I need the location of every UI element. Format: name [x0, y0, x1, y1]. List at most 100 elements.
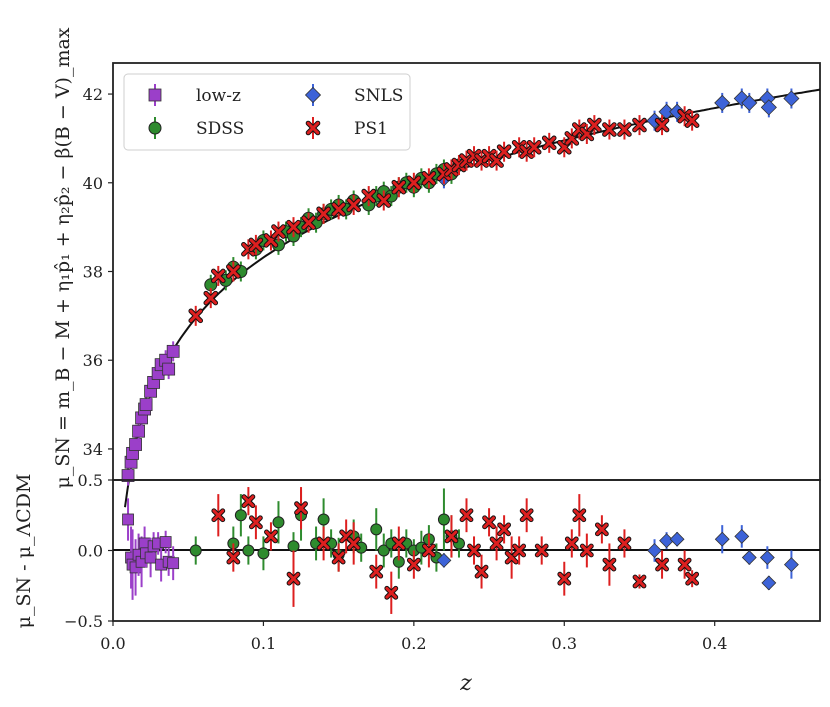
ps1-residual-point-stroke: [656, 558, 668, 571]
low-z-point: [139, 398, 153, 411]
ps1-residual-point: [632, 574, 647, 589]
ps1-point: [271, 224, 286, 239]
ps1-point-stroke: [633, 118, 646, 132]
legend-marker-ps1-stroke: [306, 121, 320, 135]
sdss-residual-point: [377, 544, 390, 557]
ps1-point: [376, 193, 392, 208]
ps1-point-stroke: [249, 238, 263, 252]
ps1-residual-point-stroke: [460, 509, 473, 522]
sdss-residual-point: [257, 547, 270, 560]
legend-marker-sdss: [148, 121, 162, 135]
ps1-residual-point: [489, 536, 504, 551]
ps1-residual-point-stroke: [317, 537, 330, 550]
sdss-residual-point: [370, 523, 383, 536]
legend-entry-snls: SNLS: [304, 84, 403, 106]
ps1-residual-point: [391, 536, 406, 551]
ps1-point-stroke: [603, 123, 616, 136]
low-z-point: [121, 469, 135, 482]
snls-residual-point: [436, 552, 452, 568]
snls-point: [783, 90, 800, 107]
ps1-point: [496, 144, 512, 160]
low-z-point: [129, 438, 142, 451]
legend-marker-ps1: [305, 120, 321, 136]
ps1-residual-point: [594, 522, 609, 537]
xtick-label: 0.3: [552, 634, 577, 653]
ps1-point-stroke: [272, 225, 285, 238]
legend-label: SNLS: [354, 86, 403, 106]
ps1-residual-point-stroke: [422, 544, 435, 557]
ps1-residual-point-stroke: [535, 544, 548, 557]
snls-point: [760, 99, 777, 116]
xtick-label: 0.0: [100, 634, 125, 653]
ps1-residual-point-stroke: [686, 572, 699, 585]
snls-residual-point: [761, 575, 777, 591]
legend-label: low-z: [196, 86, 241, 106]
ps1-point: [226, 264, 241, 279]
legend-entry-ps1: PS1: [305, 117, 388, 139]
ps1-residual-point: [497, 522, 512, 537]
ps1-point: [301, 215, 316, 231]
ps1-residual-point: [685, 571, 700, 586]
ps1-residual-point: [512, 543, 527, 558]
ps1-point: [654, 117, 670, 133]
ps1-point: [526, 139, 542, 155]
ps1-residual-point: [241, 494, 256, 509]
ps1-residual-point-stroke: [250, 516, 262, 529]
ps1-residual-point: [534, 543, 549, 558]
snls-point: [741, 94, 758, 111]
ps1-residual-point: [226, 550, 241, 565]
low-z-point: [162, 362, 176, 376]
ps1-residual-point-stroke: [445, 530, 458, 543]
ps1-residual-point-stroke: [407, 558, 420, 571]
ps1-residual-point-stroke: [498, 523, 511, 536]
legend-box: [123, 73, 411, 151]
ps1-point-stroke: [527, 140, 541, 154]
ps1-point-stroke: [377, 194, 391, 207]
xtick-label: 0.1: [251, 634, 276, 653]
top-ytick-label: 40: [83, 174, 103, 193]
ps1-residual-point: [557, 571, 572, 586]
ps1-residual-point-stroke: [678, 558, 691, 571]
ps1-point: [286, 219, 301, 235]
ps1-point: [617, 122, 632, 137]
sdss-residual-point: [437, 513, 450, 526]
ps1-residual-point-stroke: [490, 537, 503, 550]
snls-residual-point: [669, 531, 685, 547]
ps1-point-stroke: [332, 203, 345, 216]
x-axis-title: z: [459, 671, 472, 696]
ps1-residual-point-stroke: [242, 495, 255, 508]
ps1-residual-point-stroke: [513, 544, 526, 557]
snls-point: [714, 94, 731, 111]
sdss-residual-point: [317, 513, 330, 526]
ps1-residual-point: [294, 501, 308, 516]
ps1-residual-point-stroke: [370, 565, 383, 578]
top-ytick-label: 42: [83, 85, 103, 104]
ps1-point: [188, 308, 204, 324]
snls-residual-point: [741, 550, 757, 565]
ps1-residual-point-stroke: [483, 516, 495, 529]
ps1-residual-point: [406, 557, 421, 572]
top-y-ticks: 34 36 38 40 42: [83, 85, 113, 459]
ps1-residual-point: [369, 564, 384, 579]
ps1-point-stroke: [362, 189, 376, 203]
low-z-point: [166, 344, 180, 358]
ps1-residual-point-stroke: [573, 509, 586, 522]
ps1-point-stroke: [204, 291, 218, 305]
ps1-point: [391, 179, 407, 195]
xtick-label: 0.2: [401, 634, 426, 653]
ps1-residual-point-stroke: [565, 537, 578, 550]
ps1-residual-point-stroke: [520, 509, 533, 522]
ps1-point-stroke: [302, 216, 315, 230]
ps1-residual-point-stroke: [618, 537, 631, 550]
ps1-point-stroke: [317, 207, 330, 221]
ps1-point: [684, 113, 700, 128]
ps1-residual-point: [677, 557, 692, 572]
sdss-residual-point: [189, 544, 202, 557]
low-z-residual-point: [167, 557, 180, 570]
ps1-point: [346, 197, 361, 213]
ps1-residual-point: [421, 543, 436, 558]
ps1-residual-point-stroke: [295, 502, 307, 515]
sdss-residual-point: [234, 509, 247, 522]
ps1-point: [316, 206, 331, 222]
ps1-point: [203, 290, 219, 306]
